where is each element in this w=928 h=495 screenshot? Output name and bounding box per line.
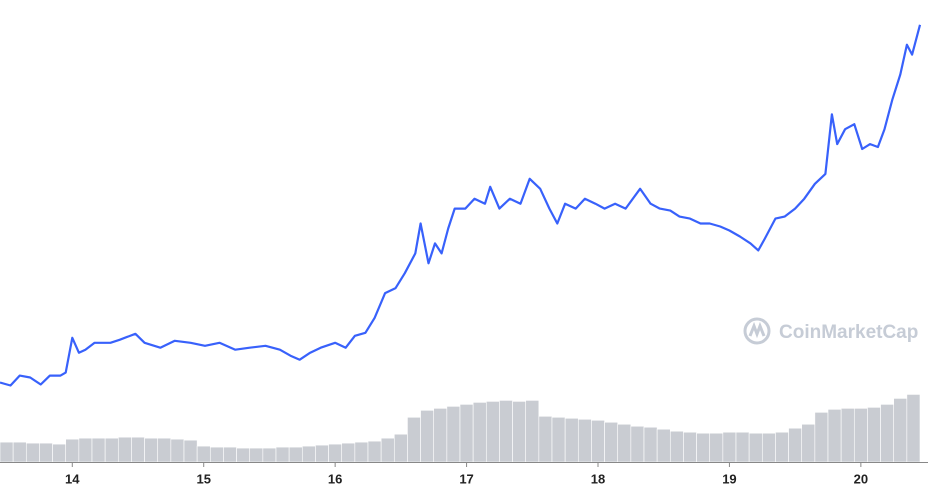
volume-bar: [472, 402, 487, 463]
volume-bar: [630, 425, 645, 463]
volume-bar: [722, 431, 737, 463]
volume-bar: [315, 444, 329, 463]
volume-bar: [117, 436, 132, 463]
volume-bar: [433, 408, 448, 463]
volume-bar: [446, 406, 461, 463]
x-tick-label: 19: [722, 471, 736, 486]
volume-bar: [840, 408, 855, 463]
x-tick-label: 15: [196, 471, 210, 486]
volume-bar: [643, 426, 658, 463]
volume-bar: [328, 443, 343, 463]
volume-bar: [78, 437, 93, 463]
volume-bar: [656, 428, 671, 463]
volume-bar: [485, 401, 500, 463]
volume-bar: [696, 432, 711, 463]
volume-bar: [275, 446, 290, 463]
volume-bar: [761, 432, 776, 463]
volume-bar: [853, 408, 868, 463]
volume-bar: [249, 447, 264, 463]
volume-bar: [52, 443, 67, 463]
x-tick-label: 14: [65, 471, 80, 486]
volume-bar: [512, 401, 527, 463]
volume-bar: [735, 431, 750, 463]
volume-bar: [420, 410, 435, 463]
volume-bar: [683, 431, 697, 463]
volume-bar: [341, 442, 356, 463]
x-tick-label: 20: [854, 471, 868, 486]
volume-bar: [709, 432, 724, 463]
volume-bar: [775, 431, 789, 463]
volume-bar: [65, 438, 80, 463]
volume-bar: [669, 430, 684, 463]
volume-bar: [564, 417, 579, 463]
volume-bar: [906, 394, 921, 463]
volume-bar: [538, 415, 553, 463]
x-tick-label: 18: [591, 471, 605, 486]
volume-bar: [748, 432, 763, 463]
volume-bar: [39, 442, 53, 463]
volume-bar: [131, 436, 145, 463]
volume-bar: [788, 427, 803, 463]
volume-bar: [393, 433, 408, 463]
volume-bar: [577, 418, 592, 463]
volume-bar: [380, 437, 395, 463]
volume-bar: [91, 437, 106, 463]
volume-bar: [157, 437, 172, 463]
volume-bar: [814, 412, 829, 463]
volume-bar: [551, 416, 566, 463]
volume-bar: [893, 398, 908, 463]
volume-bar: [209, 446, 224, 463]
volume-bar: [236, 447, 251, 463]
volume-bars: [0, 394, 921, 463]
volume-bar: [827, 409, 842, 463]
volume-bar: [183, 439, 198, 463]
volume-bar: [880, 404, 895, 463]
watermark-logo: [743, 317, 771, 345]
volume-bar: [801, 423, 816, 463]
volume-bar: [459, 404, 474, 463]
volume-bar: [25, 442, 40, 463]
x-tick-label: 16: [328, 471, 342, 486]
volume-bar: [0, 441, 14, 463]
volume-bar: [604, 421, 619, 463]
volume-bar: [288, 446, 303, 463]
volume-bar: [301, 445, 316, 463]
volume-bar: [354, 441, 369, 463]
volume-bar: [525, 400, 540, 463]
volume-bar: [867, 407, 881, 463]
volume-bar: [12, 441, 27, 463]
volume-bar: [262, 447, 277, 463]
volume-bar: [223, 446, 237, 463]
volume-bar: [170, 438, 185, 463]
watermark: CoinMarketCap: [779, 322, 918, 343]
volume-bar: [617, 423, 632, 463]
price-line: [0, 24, 922, 387]
volume-bar: [104, 437, 119, 463]
volume-bar: [407, 416, 421, 463]
x-tick-label: 17: [459, 471, 473, 486]
volume-bar: [144, 437, 159, 463]
volume-bar: [499, 400, 513, 463]
volume-bar: [196, 445, 211, 463]
volume-bar: [367, 440, 382, 463]
volume-bar: [591, 419, 605, 463]
